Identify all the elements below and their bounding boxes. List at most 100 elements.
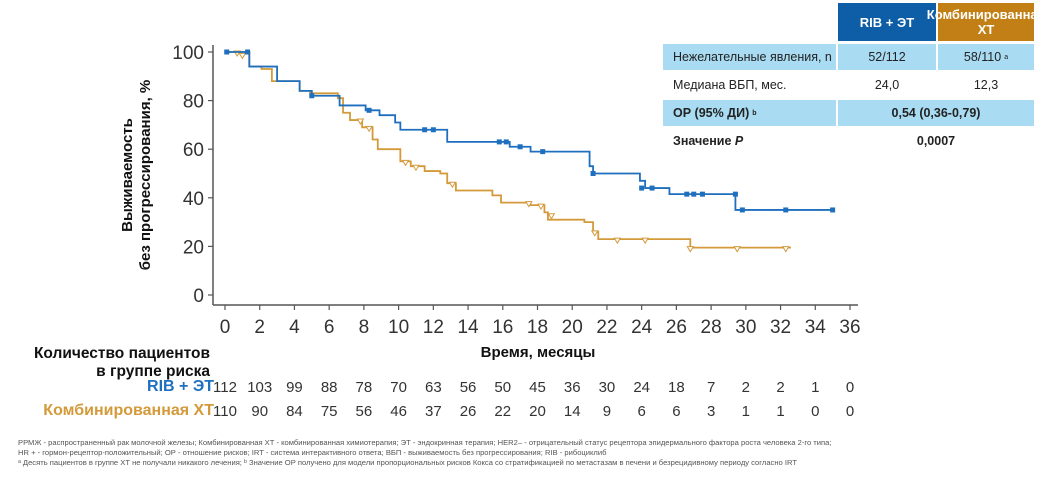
risk-count: 90 <box>251 403 269 420</box>
risk-count: 1 <box>741 403 750 420</box>
censor-mark <box>430 127 436 133</box>
y-tick-label: 80 <box>183 92 204 113</box>
risk-count: 6 <box>672 403 681 420</box>
risk-count: 99 <box>286 379 303 396</box>
value-ct: 12,3 <box>973 78 999 92</box>
x-tick-label: 0 <box>220 317 231 338</box>
header-combined-ct: Комбинированная ХТ <box>927 3 1045 41</box>
x-tick-label: 30 <box>735 317 756 338</box>
x-tick-label: 32 <box>770 317 791 338</box>
risk-count: 88 <box>320 379 338 396</box>
risk-count: 1 <box>776 403 785 420</box>
censor-mark <box>517 144 523 150</box>
censor-mark <box>401 159 410 167</box>
summary-row-hazard-ratio: ОР (95% ДИ) b 0,54 (0,36-0,79) <box>663 100 1055 126</box>
censor-mark <box>496 139 502 145</box>
censor-mark <box>309 93 315 99</box>
risk-count: 0 <box>845 379 855 396</box>
risk-count: 50 <box>494 379 512 396</box>
summary-table: RIB + ЭТ Комбинированная ХТ Нежелательные… <box>663 3 1055 156</box>
risk-count: 24 <box>633 379 650 396</box>
censor-mark <box>639 185 645 191</box>
risk-count: 3 <box>706 403 716 420</box>
risk-count: 26 <box>459 403 477 420</box>
risk-count: 78 <box>355 379 373 396</box>
risk-count: 18 <box>668 379 685 396</box>
risk-count: 37 <box>424 403 442 420</box>
x-tick-label: 22 <box>596 317 617 338</box>
risk-count: 14 <box>563 403 581 420</box>
x-tick-label: 16 <box>492 317 513 338</box>
risk-count: 1 <box>811 379 820 396</box>
censor-mark <box>245 49 251 55</box>
x-tick-label: 36 <box>839 317 860 338</box>
censor-mark <box>699 191 705 197</box>
censor-mark <box>684 191 690 197</box>
risk-count: 63 <box>424 379 442 396</box>
x-tick-label: 14 <box>457 317 479 338</box>
header-rib-et: RIB + ЭТ <box>838 3 936 41</box>
summary-row-adverse-events: Нежелательные явления, n 52/112 58/110 a <box>663 44 1055 70</box>
y-tick-label: 0 <box>193 286 204 307</box>
x-tick-label: 6 <box>324 317 335 338</box>
footnote-marker-b: b <box>752 109 757 117</box>
censor-mark <box>422 127 428 133</box>
value-p: 0,0007 <box>916 134 956 148</box>
y-tick-label: 60 <box>183 140 204 161</box>
risk-count: 7 <box>706 379 716 396</box>
x-tick-label: 34 <box>805 317 827 338</box>
x-tick-label: 10 <box>388 317 409 338</box>
risk-count: 30 <box>598 379 616 396</box>
censor-mark <box>830 207 836 213</box>
risk-count: 22 <box>494 403 512 420</box>
risk-count: 2 <box>776 379 785 396</box>
y-axis-title-line1: Выживаемость <box>119 118 136 232</box>
censor-mark <box>356 118 365 126</box>
risk-table-title: Количество пациентов в группе риска <box>33 345 210 380</box>
risk-count: 9 <box>602 403 612 420</box>
censor-mark <box>590 171 596 176</box>
value-hr: 0,54 (0,36-0,79) <box>838 100 1034 126</box>
censor-mark <box>224 49 230 55</box>
y-tick-label: 40 <box>183 189 204 210</box>
risk-label-rib-et: RIB + ЭТ <box>147 378 214 395</box>
risk-count: 56 <box>355 403 373 420</box>
x-tick-label: 2 <box>254 317 265 338</box>
risk-count: 103 <box>247 379 273 396</box>
risk-count: 70 <box>390 379 407 396</box>
x-tick-label: 20 <box>562 317 583 338</box>
footnote-line: ᵃ Десять пациентов в группе ХТ не получа… <box>18 458 797 467</box>
censor-mark <box>412 164 420 172</box>
value-rib: 52/112 <box>838 44 936 70</box>
value-rib: 24,0 <box>874 78 900 92</box>
x-tick-label: 24 <box>631 317 653 338</box>
x-tick-label: 26 <box>666 317 687 338</box>
y-tick-label: 20 <box>183 237 204 258</box>
risk-count: 0 <box>811 403 820 420</box>
x-axis-title: Время, месяцы <box>481 344 596 361</box>
footnote-line: HR + - гормон-рецептор-положительный; ОР… <box>18 448 607 457</box>
y-axis-title-line2: без прогрессирования, % <box>137 80 154 270</box>
summary-row-p-value: Значение P 0,0007 <box>663 128 1055 154</box>
risk-count: 45 <box>529 379 546 396</box>
y-axis-title: Выживаемость без прогрессирования, % <box>119 80 154 270</box>
censor-mark <box>641 237 650 245</box>
risk-count: 110 <box>213 403 237 420</box>
x-tick-label: 18 <box>527 317 548 338</box>
risk-count: 75 <box>320 403 338 420</box>
censor-mark <box>503 139 509 145</box>
censor-mark <box>649 185 655 191</box>
censor-mark <box>686 246 695 253</box>
risk-count: 112 <box>213 379 237 396</box>
censor-mark <box>739 207 745 213</box>
risk-count: 20 <box>529 403 546 420</box>
censor-mark <box>537 203 545 211</box>
risk-count: 0 <box>845 403 855 420</box>
row-label: Нежелательные явления, n <box>663 44 836 70</box>
censor-mark <box>590 230 599 237</box>
row-label: Медиана ВБП, мес. <box>673 78 787 92</box>
censor-mark <box>691 191 697 197</box>
censor-mark <box>781 246 790 253</box>
risk-count: 6 <box>637 403 646 420</box>
censor-mark <box>448 181 457 189</box>
